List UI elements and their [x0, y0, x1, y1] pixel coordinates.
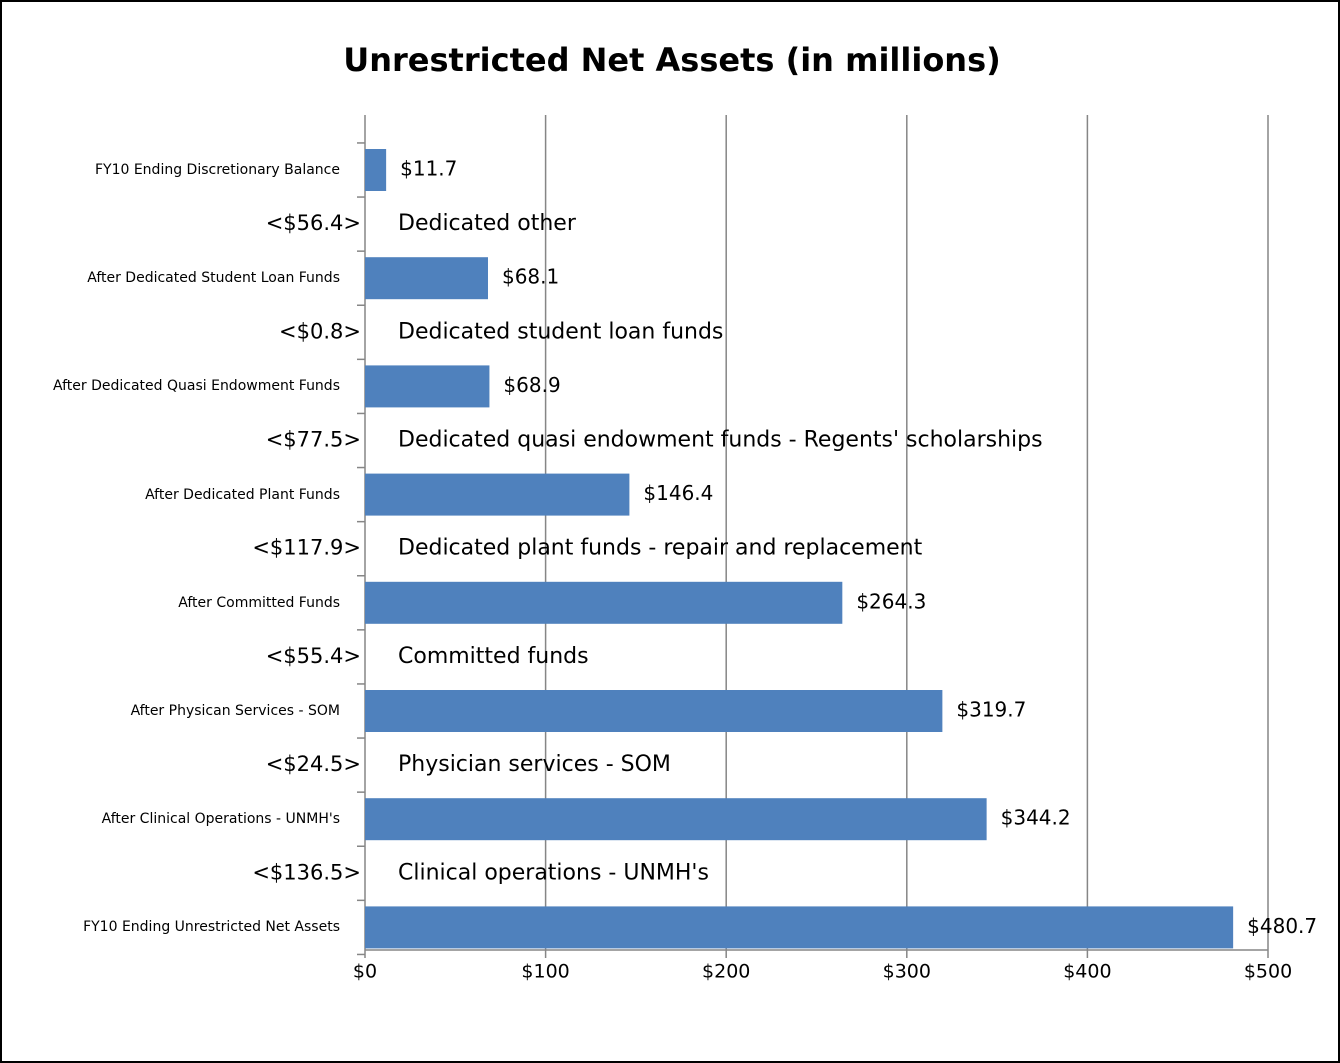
deduction-label: <$136.5>	[252, 860, 361, 884]
data-label: $344.2	[1001, 806, 1071, 830]
deduction-label: <$77.5>	[266, 428, 361, 452]
annotation: Committed funds	[398, 644, 589, 669]
data-label: $480.7	[1247, 914, 1317, 938]
y-tick-label: After Dedicated Student Loan Funds	[87, 270, 340, 287]
deduction-label: <$56.4>	[266, 211, 361, 235]
annotation: Clinical operations - UNMH's	[398, 860, 709, 885]
bar	[365, 906, 1234, 949]
data-label: $146.4	[643, 481, 713, 505]
annotation: Dedicated quasi endowment funds - Regent…	[398, 428, 1043, 453]
x-tick-label: $400	[1063, 961, 1111, 983]
deduction-label: <$24.5>	[266, 752, 361, 776]
data-label: $319.7	[956, 698, 1026, 722]
data-label: $68.1	[502, 265, 559, 289]
bar	[365, 798, 987, 841]
data-label: $11.7	[400, 157, 457, 181]
bar	[365, 473, 630, 516]
annotation: Dedicated other	[398, 211, 577, 236]
y-tick-label: After Committed Funds	[178, 594, 340, 611]
bar	[365, 257, 488, 300]
deduction-label: <$55.4>	[266, 644, 361, 668]
bar	[365, 149, 387, 191]
deduction-label: <$0.8>	[279, 319, 361, 343]
y-tick-label: FY10 Ending Unrestricted Net Assets	[83, 919, 340, 936]
data-label: $264.3	[856, 589, 926, 613]
x-tick-label: $500	[1244, 961, 1292, 983]
y-tick-label: FY10 Ending Discretionary Balance	[94, 162, 340, 178]
annotation: Dedicated plant funds - repair and repla…	[398, 536, 923, 561]
x-tick-label: $200	[702, 961, 750, 983]
annotation: Physician services - SOM	[398, 752, 671, 777]
bar	[365, 581, 843, 624]
x-tick-label: $300	[883, 961, 931, 983]
bar	[365, 690, 943, 732]
deduction-label: <$117.9>	[252, 536, 361, 560]
x-tick-label: $0	[353, 961, 377, 983]
annotation: Dedicated student loan funds	[398, 319, 723, 344]
x-tick-label: $100	[521, 961, 569, 983]
bar	[365, 365, 490, 408]
y-tick-label: After Dedicated Plant Funds	[145, 486, 340, 503]
y-tick-label: After Physican Services - SOM	[130, 703, 340, 719]
data-label: $68.9	[503, 373, 560, 397]
y-tick-label: After Clinical Operations - UNMH's	[101, 811, 340, 828]
y-tick-label: After Dedicated Quasi Endowment Funds	[53, 378, 340, 395]
chart-title: Unrestricted Net Assets (in millions)	[343, 41, 1001, 79]
